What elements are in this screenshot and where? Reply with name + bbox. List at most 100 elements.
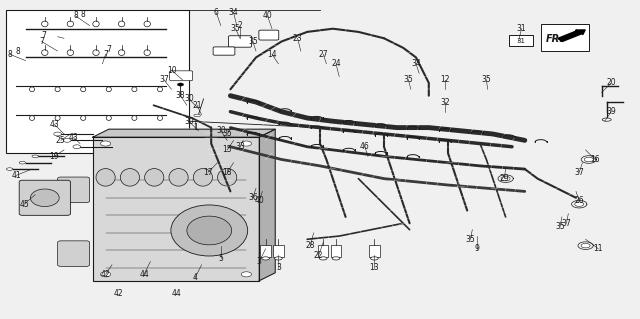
Text: 11: 11 [594,244,603,253]
Ellipse shape [81,116,86,121]
Ellipse shape [29,116,35,121]
Text: 31: 31 [516,24,527,33]
Text: 40: 40 [254,197,264,205]
Text: 5: 5 [218,254,223,263]
Ellipse shape [106,116,111,121]
Ellipse shape [55,87,60,92]
Ellipse shape [157,116,163,121]
Ellipse shape [194,114,200,117]
Text: 8: 8 [7,50,12,59]
Text: 35: 35 [403,75,413,84]
Ellipse shape [67,50,74,56]
Text: 7: 7 [106,45,111,54]
Bar [93,137,259,281]
Text: 17: 17 [203,168,213,177]
Text: 35: 35 [230,24,241,33]
Ellipse shape [145,168,164,186]
Text: 37: 37 [159,75,169,84]
Text: 30: 30 [184,94,194,103]
Circle shape [100,272,111,277]
Ellipse shape [169,168,188,186]
Polygon shape [93,129,275,137]
Text: 37: 37 [574,168,584,177]
FancyArrow shape [557,30,585,41]
Text: 7: 7 [103,50,108,59]
Text: 23: 23 [292,34,303,43]
FancyBboxPatch shape [58,241,90,266]
Text: 10: 10 [166,66,177,75]
Ellipse shape [118,50,125,56]
Text: 42: 42 [113,289,124,298]
Text: 45: 45 [19,200,29,209]
Text: 39: 39 [606,107,616,116]
Bar [273,245,284,257]
Circle shape [54,132,61,136]
Text: 13: 13 [369,263,380,272]
Circle shape [63,138,71,142]
Text: 8: 8 [15,47,20,56]
Circle shape [584,157,593,162]
Text: 42: 42 [100,270,111,279]
Circle shape [501,176,510,181]
Circle shape [241,272,252,277]
Text: 38: 38 [175,91,186,100]
Ellipse shape [132,87,137,92]
Ellipse shape [42,21,48,27]
Text: 21: 21 [193,101,202,110]
Text: 34: 34 [411,59,421,68]
Circle shape [73,145,81,149]
Text: 4: 4 [193,273,198,282]
Text: 46: 46 [360,142,370,151]
Ellipse shape [96,168,115,186]
Text: FR.: FR. [546,34,564,44]
Text: 35: 35 [248,37,258,46]
Text: 29: 29 [499,174,509,183]
FancyBboxPatch shape [213,47,235,55]
Text: 44: 44 [139,270,149,279]
Circle shape [177,83,184,86]
Text: 16: 16 [590,155,600,164]
Circle shape [241,141,252,146]
Text: 9: 9 [474,244,479,253]
Text: 12: 12 [440,75,449,84]
Text: 7: 7 [39,37,44,46]
Text: 22: 22 [314,251,323,260]
Circle shape [575,202,584,206]
Ellipse shape [132,116,137,121]
Ellipse shape [187,216,232,245]
Text: 27: 27 [318,50,328,59]
Text: 35: 35 [222,130,232,138]
Text: 43: 43 [49,120,60,129]
Polygon shape [259,129,275,281]
Text: 41: 41 [11,171,21,180]
Text: 35: 35 [481,75,492,84]
Text: 35: 35 [465,235,476,244]
Bar [260,245,271,257]
Text: 25: 25 [56,136,66,145]
Ellipse shape [371,257,378,260]
Ellipse shape [171,205,248,256]
Text: 3: 3 [257,257,262,266]
Bar [509,35,533,46]
Ellipse shape [32,155,38,158]
Ellipse shape [193,168,212,186]
FancyBboxPatch shape [228,36,252,47]
Ellipse shape [31,189,60,207]
Text: 26: 26 [574,197,584,205]
Ellipse shape [602,118,611,121]
Text: 31: 31 [516,38,525,44]
Ellipse shape [6,168,13,170]
FancyBboxPatch shape [170,71,193,81]
Ellipse shape [319,257,327,260]
Text: 6: 6 [214,8,219,17]
Text: 30: 30 [216,126,226,135]
Ellipse shape [262,257,269,260]
Ellipse shape [144,21,150,27]
Ellipse shape [93,21,99,27]
Text: 14: 14 [267,50,277,59]
Bar [6,10,189,153]
Bar [541,24,589,51]
Ellipse shape [144,50,150,56]
Text: 43: 43 [68,133,79,142]
Circle shape [581,243,590,248]
